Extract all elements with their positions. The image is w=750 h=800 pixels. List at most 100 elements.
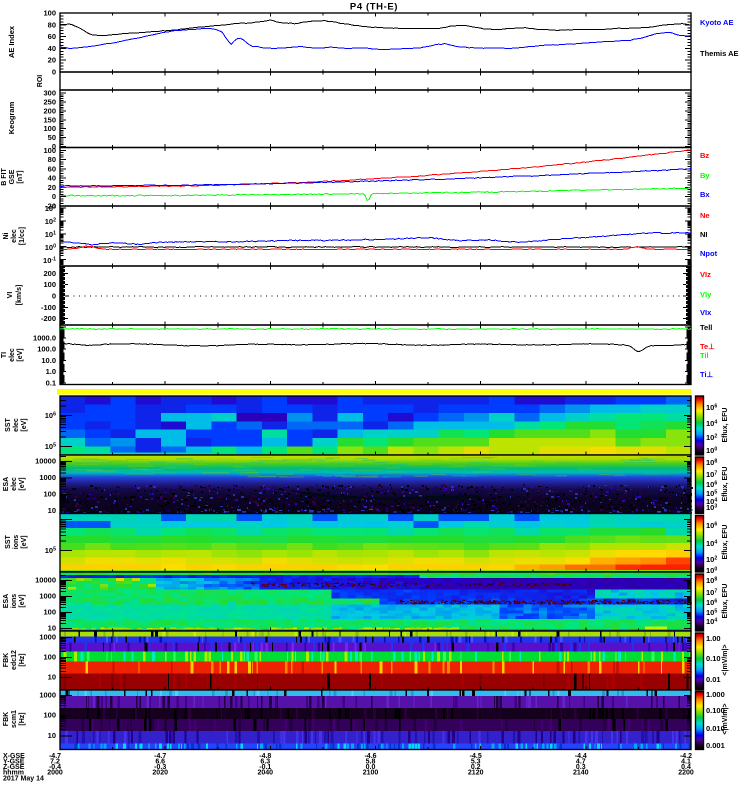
svg-text:0.001: 0.001 [706, 741, 725, 750]
svg-text:B FIT: B FIT [1, 168, 8, 186]
svg-text:4.7: 4.7 [576, 759, 586, 766]
svg-text:104: 104 [706, 497, 717, 506]
svg-text:80: 80 [48, 20, 56, 29]
svg-text:Eflux, EFU: Eflux, EFU [722, 466, 729, 501]
svg-text:-200: -200 [41, 314, 56, 323]
svg-text:elec: elec [11, 477, 18, 491]
svg-text:Y-GSE: Y-GSE [3, 759, 25, 766]
svg-text:Tell: Tell [700, 323, 712, 332]
svg-text:0.01: 0.01 [706, 675, 721, 684]
svg-text:Eflux, EFU: Eflux, EFU [722, 524, 729, 559]
svg-text:1.000: 1.000 [706, 690, 725, 699]
svg-text:VI: VI [7, 292, 14, 299]
svg-text:103: 103 [706, 503, 717, 512]
svg-text:FBK: FBK [3, 653, 10, 667]
svg-text:elec: elec [9, 348, 16, 362]
svg-text:1.00: 1.00 [706, 634, 721, 643]
svg-text:5.3: 5.3 [471, 759, 481, 766]
svg-text:-100: -100 [41, 303, 56, 312]
svg-text:100: 100 [43, 490, 56, 499]
svg-text:104: 104 [706, 539, 717, 548]
svg-text:Kyoto AE: Kyoto AE [700, 18, 733, 27]
svg-text:200: 200 [43, 106, 56, 115]
svg-text:106: 106 [706, 598, 717, 607]
svg-text:100: 100 [43, 124, 56, 133]
svg-text:40: 40 [48, 44, 56, 53]
svg-text:1000: 1000 [39, 633, 56, 642]
svg-text:SST: SST [5, 417, 12, 431]
svg-text:Bz: Bz [700, 151, 709, 160]
svg-text:-0.4: -0.4 [49, 764, 61, 771]
svg-text:100: 100 [43, 280, 56, 289]
svg-text:scm1: scm1 [11, 710, 18, 728]
svg-text:200: 200 [43, 269, 56, 278]
svg-text:0: 0 [52, 142, 56, 151]
svg-text:104: 104 [706, 617, 717, 626]
svg-text:107: 107 [706, 470, 717, 479]
svg-text:0.100: 0.100 [706, 706, 725, 715]
svg-text:-4.7: -4.7 [49, 753, 61, 760]
svg-text:107: 107 [706, 588, 717, 597]
svg-text:0.0: 0.0 [366, 764, 376, 771]
svg-text:106: 106 [706, 403, 717, 412]
svg-text:10000: 10000 [35, 576, 56, 585]
svg-text:50: 50 [48, 133, 56, 142]
svg-text:100: 100 [43, 711, 56, 720]
svg-text:Til: Til [700, 351, 709, 360]
svg-text:SST: SST [5, 534, 12, 548]
svg-text:Npot: Npot [700, 249, 718, 258]
svg-text:[eV]: [eV] [21, 535, 28, 548]
svg-text:2100: 2100 [363, 770, 379, 777]
svg-text:AE Index: AE Index [7, 25, 16, 58]
svg-text:0: 0 [52, 292, 56, 301]
svg-text:ions: ions [11, 594, 18, 608]
svg-text:150: 150 [43, 115, 56, 124]
svg-text:0.4: 0.4 [681, 764, 691, 771]
svg-text:By: By [700, 171, 710, 180]
svg-text:1000: 1000 [39, 691, 56, 700]
svg-text:10-1: 10-1 [43, 256, 56, 265]
svg-text:Ni: Ni [3, 232, 10, 239]
svg-text:-4.2: -4.2 [680, 753, 692, 760]
svg-text:100: 100 [43, 608, 56, 617]
svg-text:FBK: FBK [3, 712, 10, 726]
svg-text:10: 10 [48, 624, 56, 633]
svg-text:<|mV/m|>: <|mV/m|> [722, 703, 729, 734]
svg-text:60: 60 [48, 164, 56, 173]
svg-text:100: 100 [45, 243, 56, 252]
svg-text:Ne: Ne [700, 211, 710, 220]
svg-text:Eflux, EFU: Eflux, EFU [722, 583, 729, 618]
svg-text:VIz: VIz [700, 270, 711, 279]
svg-text:105: 105 [706, 489, 717, 498]
svg-text:101: 101 [45, 230, 56, 239]
svg-text:NI: NI [700, 230, 708, 239]
svg-text:300: 300 [43, 89, 56, 98]
svg-text:Keogram: Keogram [7, 101, 16, 134]
svg-text:0.10: 0.10 [706, 654, 721, 663]
svg-text:102: 102 [706, 433, 717, 442]
svg-text:1000.0: 1000.0 [33, 334, 56, 343]
svg-text:GSE: GSE [9, 169, 16, 184]
svg-text:10: 10 [48, 731, 56, 740]
svg-text:10000: 10000 [35, 457, 56, 466]
svg-text:250: 250 [43, 98, 56, 107]
svg-text:-0.1: -0.1 [259, 764, 271, 771]
svg-text:<|mV/m|>: <|mV/m|> [722, 644, 729, 675]
svg-text:[eV]: [eV] [19, 594, 26, 607]
svg-text:Ti⊥: Ti⊥ [700, 370, 714, 379]
svg-text:5.8: 5.8 [366, 759, 376, 766]
svg-text:104: 104 [706, 419, 717, 428]
svg-text:TI: TI [1, 352, 8, 358]
svg-text:P4 (TH-E): P4 (TH-E) [350, 2, 398, 13]
svg-text:hhmm: hhmm [3, 770, 24, 777]
svg-text:100.0: 100.0 [37, 345, 56, 354]
svg-text:[eV]: [eV] [19, 477, 26, 490]
svg-text:60: 60 [48, 32, 56, 41]
svg-text:[Hz]: [Hz] [19, 712, 26, 725]
svg-text:[km/s]: [km/s] [16, 285, 23, 306]
svg-text:108: 108 [706, 458, 717, 467]
svg-text:[1/cc]: [1/cc] [19, 227, 26, 245]
svg-text:0: 0 [52, 68, 56, 77]
svg-text:100: 100 [43, 146, 56, 155]
svg-text:6.6: 6.6 [155, 759, 165, 766]
